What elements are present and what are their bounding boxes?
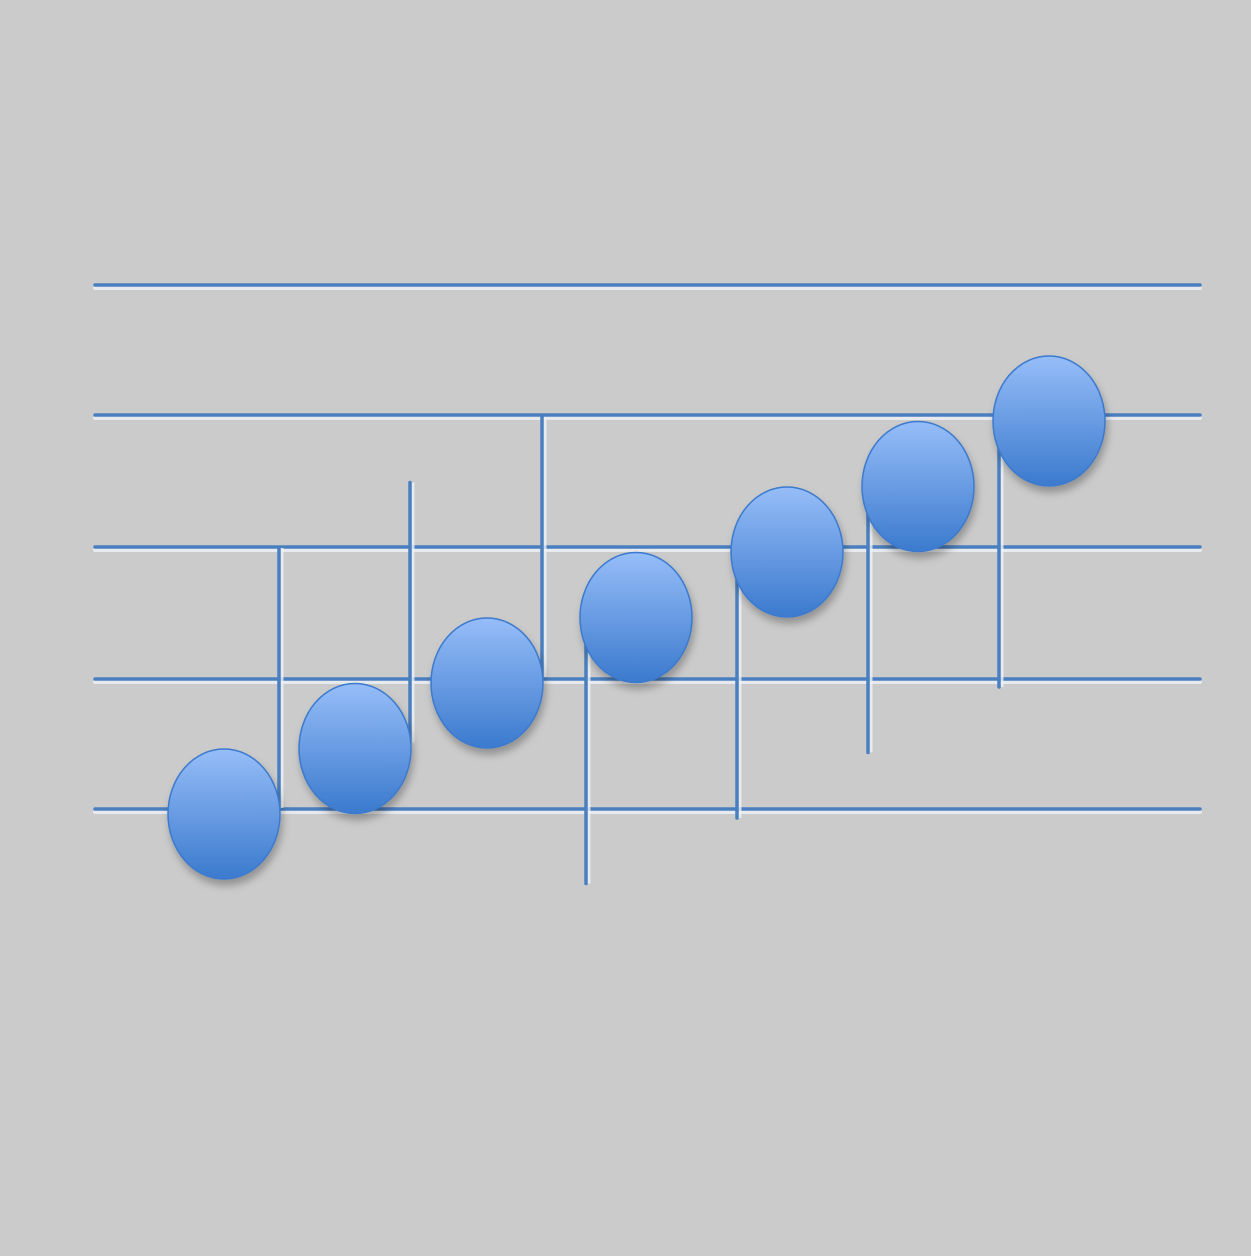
notehead <box>992 355 1106 487</box>
notehead <box>730 486 844 618</box>
notehead <box>298 682 412 815</box>
notehead <box>430 617 544 749</box>
note-stems <box>277 415 1004 886</box>
notehead <box>861 420 975 553</box>
notehead <box>579 551 693 684</box>
noteheads <box>167 355 1106 880</box>
notehead <box>167 748 281 880</box>
